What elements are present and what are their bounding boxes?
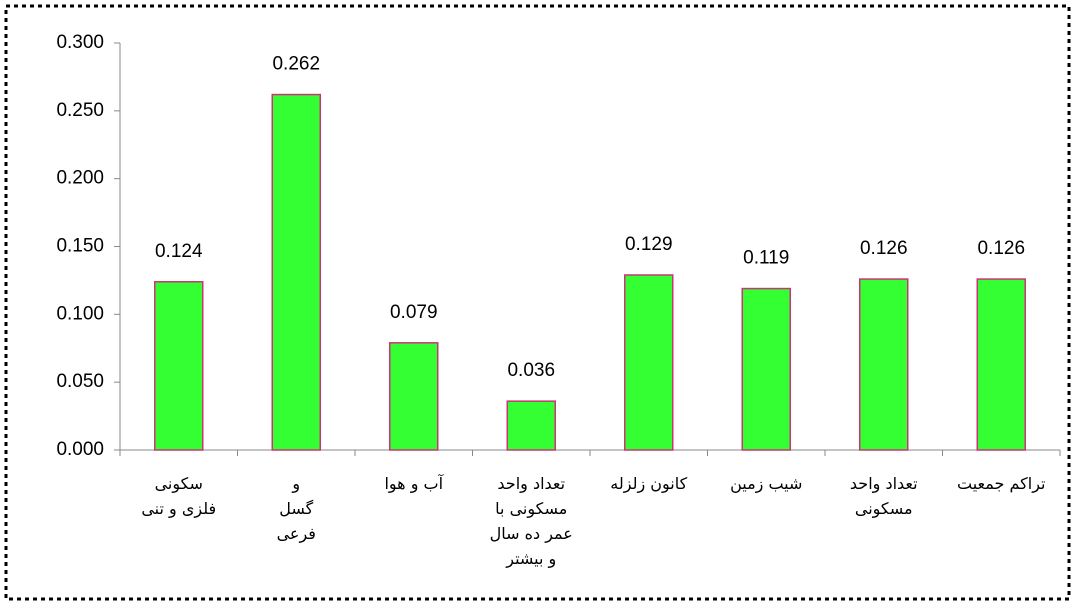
bar [154,281,204,451]
bar [271,93,321,451]
bar [506,400,556,451]
x-tick-label: کانون زلزله [610,474,687,494]
y-tick-label: 0.150 [56,236,104,257]
x-tick-label-line: فلزی و تنی [141,499,216,519]
y-tick-label: 0.300 [56,32,104,53]
x-tick-label: تراکم جمعیت [957,474,1045,494]
data-label: 0.036 [507,360,555,381]
bar [976,278,1026,451]
x-tick-label-line: آب و هوا [384,474,444,494]
data-label: 0.262 [272,54,320,75]
x-tick-label: تعداد واحد مسکونی با عمر ده سال و بیشتر [490,474,573,569]
x-tick-label-line: تعداد واحد [850,474,918,494]
bar [741,287,791,451]
x-tick-label-line: مسکونی [855,499,913,519]
bar [624,274,674,451]
x-tick-label-line: گسل [279,499,313,518]
y-tick-label: 0.250 [56,100,104,121]
data-label: 0.126 [977,238,1025,259]
x-tick-label-line: فرعی [277,524,316,544]
x-tick-label: سکونی فلزی و تنی [141,474,216,519]
y-tick-label: 0.200 [56,168,104,189]
x-tick-label-line: تعداد واحد [497,474,565,494]
x-tick-label: آب و هوا [384,474,444,494]
data-label: 0.119 [743,248,789,269]
data-label: 0.129 [625,234,673,255]
bar [859,278,909,451]
x-tick-label-line: تراکم جمعیت [957,474,1045,494]
x-tick-label-line: و بیشتر [505,549,556,569]
data-label: 0.079 [390,302,438,323]
chart-border [4,4,1071,601]
data-label: 0.124 [155,241,203,262]
x-tick-label-line: مسکونی با [495,499,567,519]
x-tick-label-line: کانون زلزله [610,474,687,494]
y-tick-label: 0.100 [56,303,104,324]
x-tick-label-line: عمر ده سال [490,524,573,544]
x-tick-label-line: شیب زمین [730,474,802,494]
y-tick-label: 0.000 [56,439,104,460]
x-tick-label: شیب زمین [730,474,802,494]
x-tick-label-line: سکونی [155,474,203,494]
x-tick-label: تعداد واحد مسکونی [850,474,918,519]
data-label: 0.126 [860,238,908,259]
y-tick-label: 0.050 [56,371,104,392]
x-tick-label-line: و [291,474,300,494]
x-tick-label: و گسل فرعی [277,474,316,544]
bar [389,342,439,451]
